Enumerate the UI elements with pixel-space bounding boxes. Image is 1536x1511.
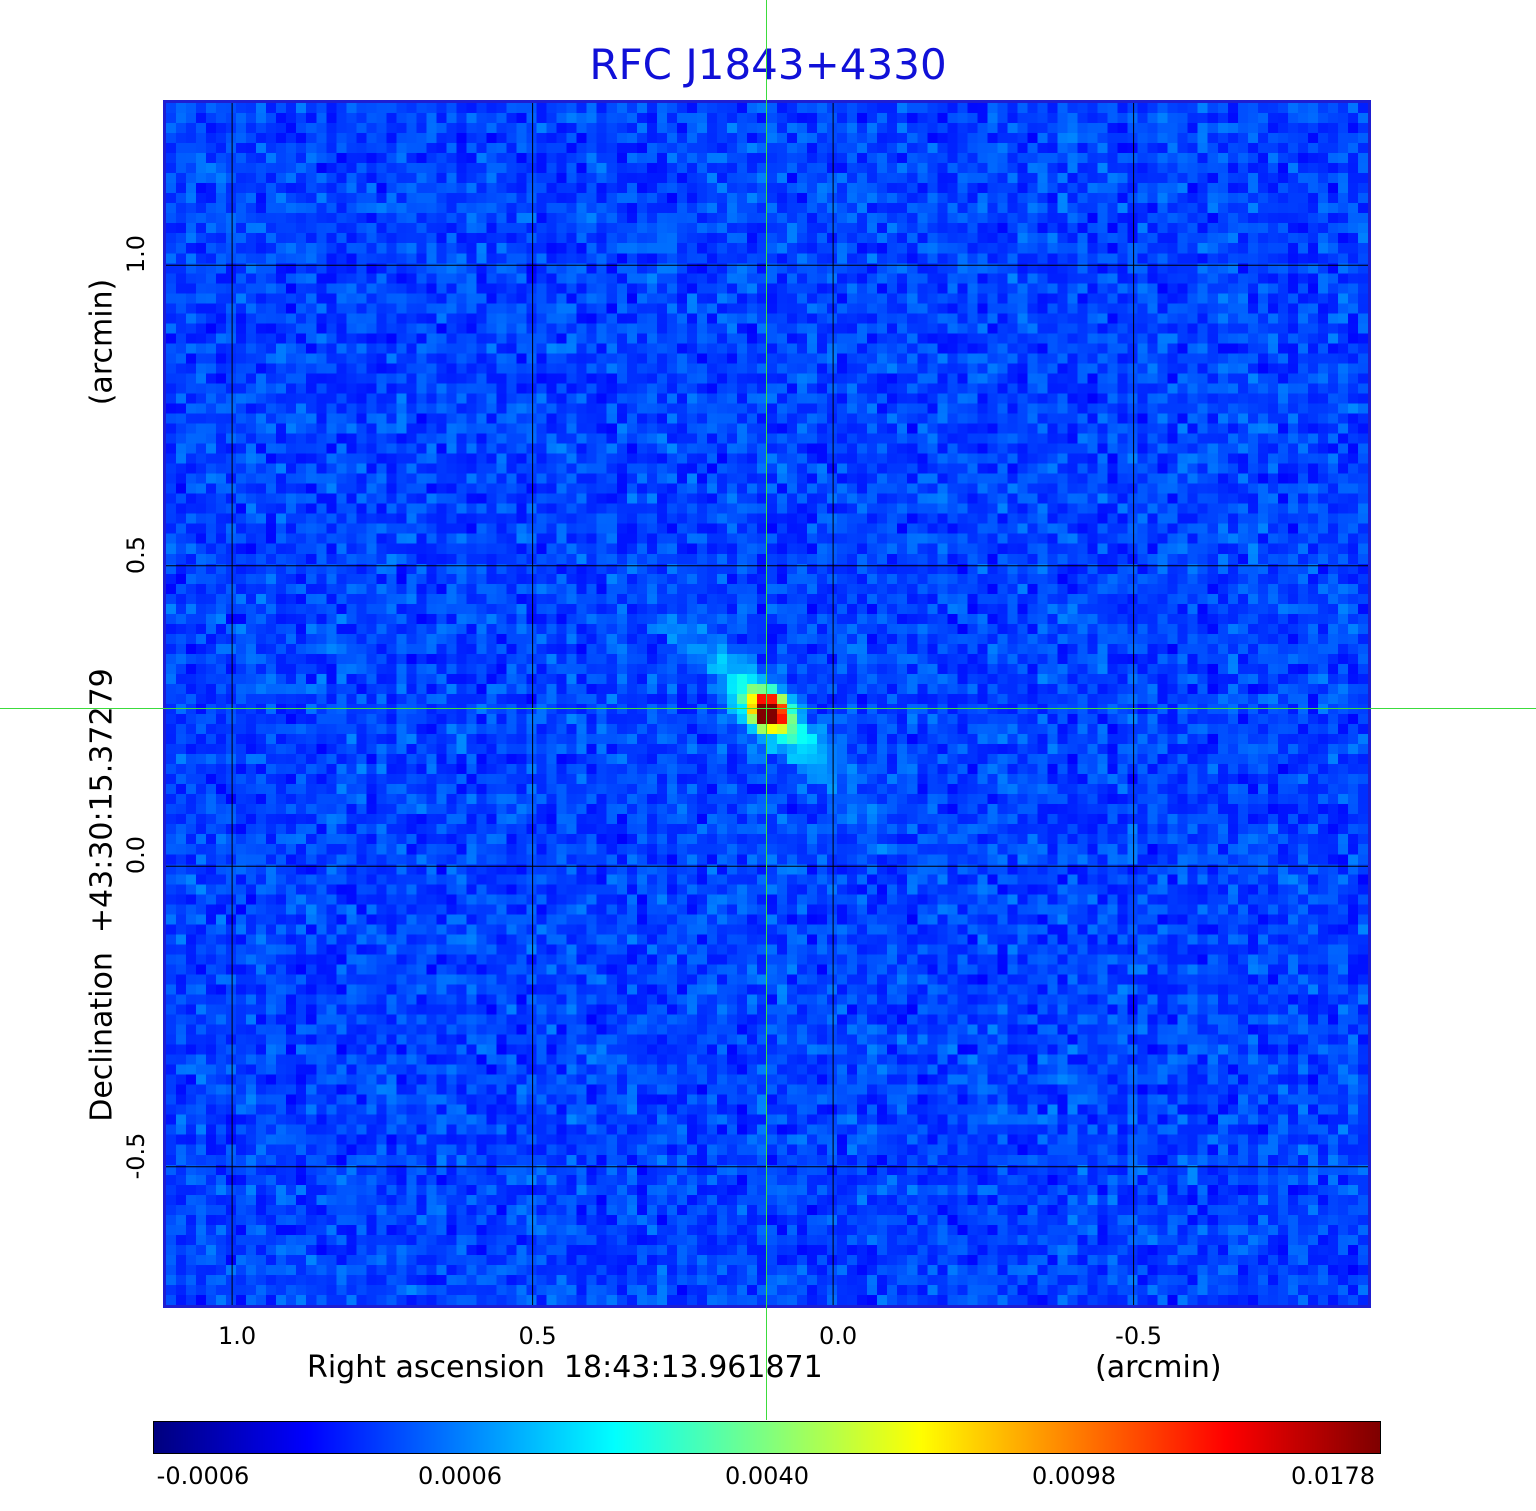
y-tick-label: 0.0 xyxy=(122,836,150,875)
x-tick-label: -0.5 xyxy=(1115,1322,1163,1350)
y-tick-label: 0.5 xyxy=(122,535,150,574)
crosshair-vertical xyxy=(766,0,767,1420)
colorbar-tick-label: -0.0006 xyxy=(156,1462,250,1490)
x-axis-label: Right ascension 18:43:13.961871 xyxy=(307,1350,823,1385)
y-tick-label: -0.5 xyxy=(122,1132,150,1180)
colorbar-tick-label: 0.0098 xyxy=(1032,1462,1116,1490)
crosshair-horizontal xyxy=(0,708,1536,709)
plot-area[interactable] xyxy=(163,100,1371,1308)
coordinate-grid xyxy=(166,103,1368,1305)
y-axis-label: Declination +43:30:15.37279 xyxy=(84,668,120,1122)
intensity-map xyxy=(166,103,1368,1305)
colorbar-tick-label: 0.0178 xyxy=(1291,1462,1375,1490)
x-tick-label: 1.0 xyxy=(218,1322,257,1350)
x-tick-label: 0.0 xyxy=(819,1322,858,1350)
chart-title: RFC J1843+4330 xyxy=(589,40,947,89)
colorbar xyxy=(153,1421,1381,1454)
x-axis-unit: (arcmin) xyxy=(1095,1350,1222,1385)
colorbar-tick-label: 0.0006 xyxy=(418,1462,502,1490)
colorbar-tick-label: 0.0040 xyxy=(725,1462,809,1490)
x-tick-label: 0.5 xyxy=(518,1322,557,1350)
y-axis-unit: (arcmin) xyxy=(84,278,120,406)
y-tick-label: 1.0 xyxy=(122,235,150,274)
